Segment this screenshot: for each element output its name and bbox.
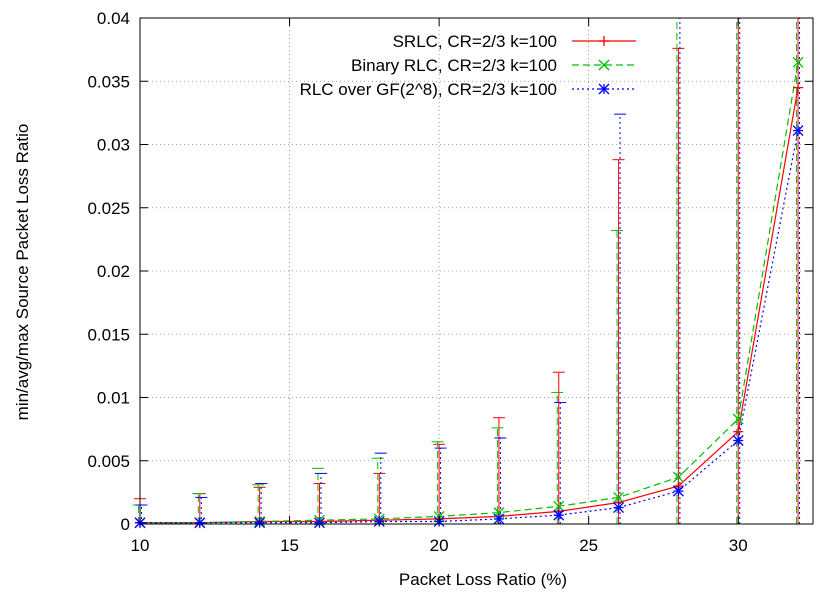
y-tick-labels: 0 0.005 0.01 0.015 0.02 0.025 0.03 0.035 0.04 xyxy=(87,9,130,534)
data-point xyxy=(672,485,684,497)
y-tick-label: 0.015 xyxy=(87,325,130,344)
legend: SRLC, CR=2/3 k=100 Binary RLC, CR=2/3 k=1… xyxy=(300,32,636,99)
series-line xyxy=(140,87,799,524)
y-tick-label: 0.01 xyxy=(97,389,130,408)
data-point xyxy=(733,426,744,437)
data-point xyxy=(314,517,325,529)
y-tick-label: 0.025 xyxy=(87,199,130,218)
data-point xyxy=(493,513,505,525)
axis-ticks xyxy=(139,17,813,525)
x-tick-label: 10 xyxy=(131,536,150,555)
data-point xyxy=(792,125,804,137)
x-axis-label: Packet Loss Ratio (%) xyxy=(399,570,567,589)
series-lines xyxy=(140,62,799,524)
data-point xyxy=(732,413,744,425)
y-tick-label: 0.03 xyxy=(97,136,130,155)
y-tick-label: 0.02 xyxy=(97,262,130,281)
y-tick-label: 0 xyxy=(121,515,130,534)
error-bars xyxy=(132,18,801,524)
legend-label: RLC over GF(2^8), CR=2/3 k=100 xyxy=(300,80,557,99)
legend-label: Binary RLC, CR=2/3 k=100 xyxy=(351,56,557,75)
data-point xyxy=(672,471,684,483)
data-point xyxy=(254,517,266,529)
series-line xyxy=(140,62,799,524)
data-point xyxy=(613,502,625,514)
data-point xyxy=(792,56,804,68)
y-tick-label: 0.04 xyxy=(97,9,130,28)
legend-marker xyxy=(598,59,610,71)
data-point xyxy=(732,435,744,446)
data-points xyxy=(134,56,804,529)
legend-label: SRLC, CR=2/3 k=100 xyxy=(393,32,557,51)
y-axis-label: min/avg/max Source Packet Loss Ratio xyxy=(13,124,32,421)
y-tick-label: 0.035 xyxy=(87,72,130,91)
x-tick-labels: 10 15 20 25 30 xyxy=(131,536,748,555)
data-point xyxy=(194,517,206,529)
x-tick-label: 20 xyxy=(430,536,449,555)
x-tick-label: 15 xyxy=(280,536,299,555)
y-tick-label: 0.005 xyxy=(87,452,130,471)
legend-marker xyxy=(598,83,610,95)
series-line xyxy=(140,130,799,524)
x-tick-label: 25 xyxy=(579,536,598,555)
data-point xyxy=(553,500,565,512)
data-point xyxy=(793,82,804,93)
data-point xyxy=(373,516,385,527)
data-point xyxy=(553,509,565,521)
legend-marker xyxy=(599,36,609,46)
data-point xyxy=(613,491,625,503)
x-tick-label: 30 xyxy=(729,536,748,555)
